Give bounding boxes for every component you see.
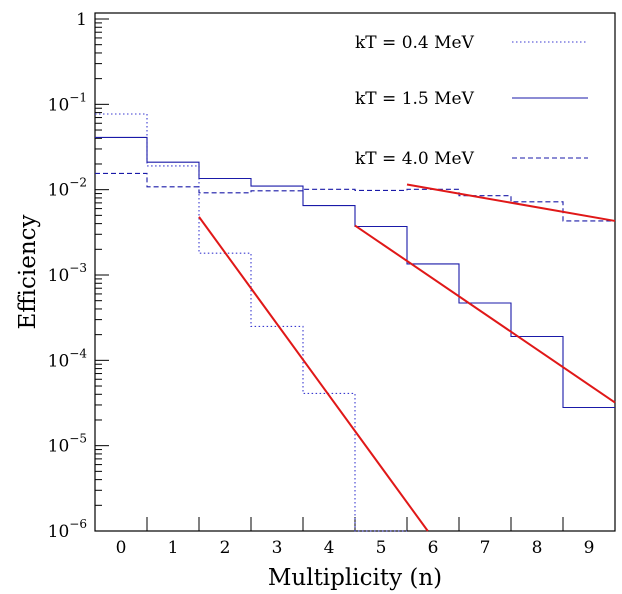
legend-label-2: kT = 1.5 MeV [355,89,475,109]
series-line-1 [95,113,407,532]
legend: kT = 0.4 MeV kT = 1.5 MeV kT = 4.0 MeV [355,33,588,169]
y-tick-label: 1 [76,10,87,30]
y-tick-label: 10−6 [48,517,87,542]
fit-line-1 [198,216,429,532]
series-line-2 [95,136,615,409]
legend-label-3: kT = 4.0 MeV [355,149,475,169]
x-tick-label: 2 [220,538,231,558]
y-tick-label: 10−4 [48,346,88,371]
fit-lines-layer [198,183,616,532]
y-tick-label: 10−5 [48,432,87,457]
y-tick-label: 10−1 [48,90,87,115]
x-tick-label: 0 [116,538,127,558]
x-tick-label: 9 [584,538,595,558]
x-tick-label: 5 [376,538,387,558]
y-axis-title: Efficiency [15,214,41,329]
x-tick-label: 3 [272,538,283,558]
fit-line-2 [354,224,616,404]
x-tick-label: 8 [532,538,543,558]
y-axis-ticks: 1 10−1 10−2 10−3 10−4 10−5 10−6 [48,10,109,542]
fit-line-3 [406,183,616,222]
x-tick-label: 6 [428,538,439,558]
x-tick-label: 7 [480,538,491,558]
y-tick-label: 10−3 [48,261,87,286]
x-tick-label: 4 [324,538,335,558]
x-tick-label: 1 [168,538,179,558]
x-axis-ticks: 0 1 2 3 4 5 6 7 8 9 [116,517,595,558]
y-tick-label: 10−2 [48,176,87,201]
series-layer [95,113,615,532]
x-axis-title: Multiplicity (n) [268,565,442,591]
series-line-3 [95,172,615,222]
legend-label-1: kT = 0.4 MeV [355,33,475,53]
